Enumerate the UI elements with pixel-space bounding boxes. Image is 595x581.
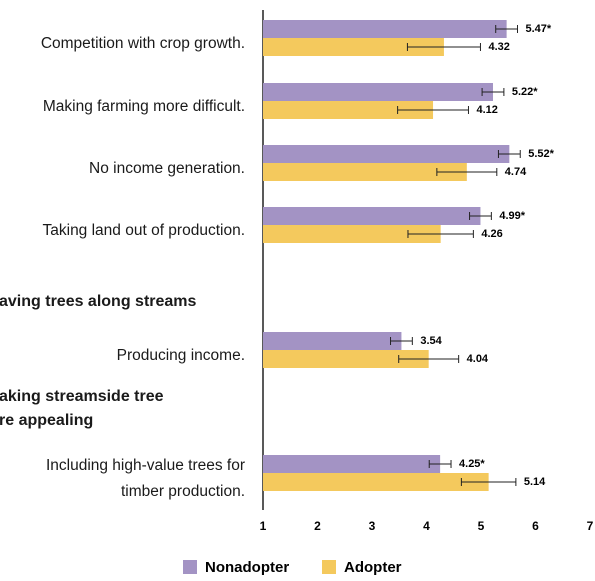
bar: [263, 207, 481, 225]
bar: [263, 38, 444, 56]
value-label: 3.54: [420, 335, 442, 347]
value-label: 4.26: [481, 228, 502, 240]
bar: [263, 332, 402, 350]
error-bar: [495, 25, 519, 33]
bar: [263, 83, 493, 101]
section-label: aving trees along streams: [0, 293, 197, 310]
error-bar: [390, 337, 413, 345]
error-bar: [469, 212, 492, 220]
x-tick-label: 4: [423, 519, 430, 533]
value-label: 4.32: [488, 41, 509, 53]
x-tick-label: 6: [532, 519, 539, 533]
category-label: Producing income.: [116, 347, 245, 364]
error-bar: [497, 150, 521, 158]
value-label: 5.22*: [512, 86, 538, 98]
bar: [263, 225, 441, 243]
x-tick-label: 3: [369, 519, 376, 533]
error-bar: [428, 460, 452, 468]
error-bar: [406, 43, 481, 51]
section-label: aking streamside tree: [0, 388, 164, 405]
bar: [263, 145, 510, 163]
legend-label: Nonadopter: [205, 559, 289, 576]
value-label: 4.99*: [499, 210, 525, 222]
x-tick-label: 1: [260, 519, 267, 533]
bar: [263, 20, 507, 38]
category-label: Making farming more difficult.: [42, 98, 245, 115]
bar: [263, 473, 489, 491]
category-label: Competition with crop growth.: [40, 35, 245, 52]
category-label: Taking land out of production.: [42, 222, 246, 239]
value-label: 5.14: [524, 476, 546, 488]
category-label: No income generation.: [89, 160, 245, 177]
bar: [263, 163, 467, 181]
legend-swatch: [183, 560, 197, 574]
bar: [263, 350, 429, 368]
value-label: 4.25*: [459, 458, 485, 470]
error-bar: [397, 106, 469, 114]
category-label: Including high-value trees for timber pr…: [45, 457, 245, 500]
legend-swatch: [322, 560, 336, 574]
legend-label: Adopter: [344, 559, 402, 576]
value-label: 4.12: [476, 104, 497, 116]
error-bar: [398, 355, 460, 363]
error-bar: [407, 230, 474, 238]
value-label: 4.74: [505, 166, 527, 178]
bar: [263, 101, 434, 119]
error-bar: [481, 88, 505, 96]
x-tick-label: 5: [478, 519, 485, 533]
x-tick-label: 2: [314, 519, 321, 533]
bar: [263, 455, 441, 473]
value-label: 5.47*: [526, 23, 552, 35]
value-label: 4.04: [467, 353, 489, 365]
x-tick-label: 7: [587, 519, 594, 533]
error-bar: [436, 168, 498, 176]
error-bar: [460, 478, 517, 486]
section-label: re appealing: [0, 412, 94, 429]
value-label: 5.52*: [528, 148, 554, 160]
